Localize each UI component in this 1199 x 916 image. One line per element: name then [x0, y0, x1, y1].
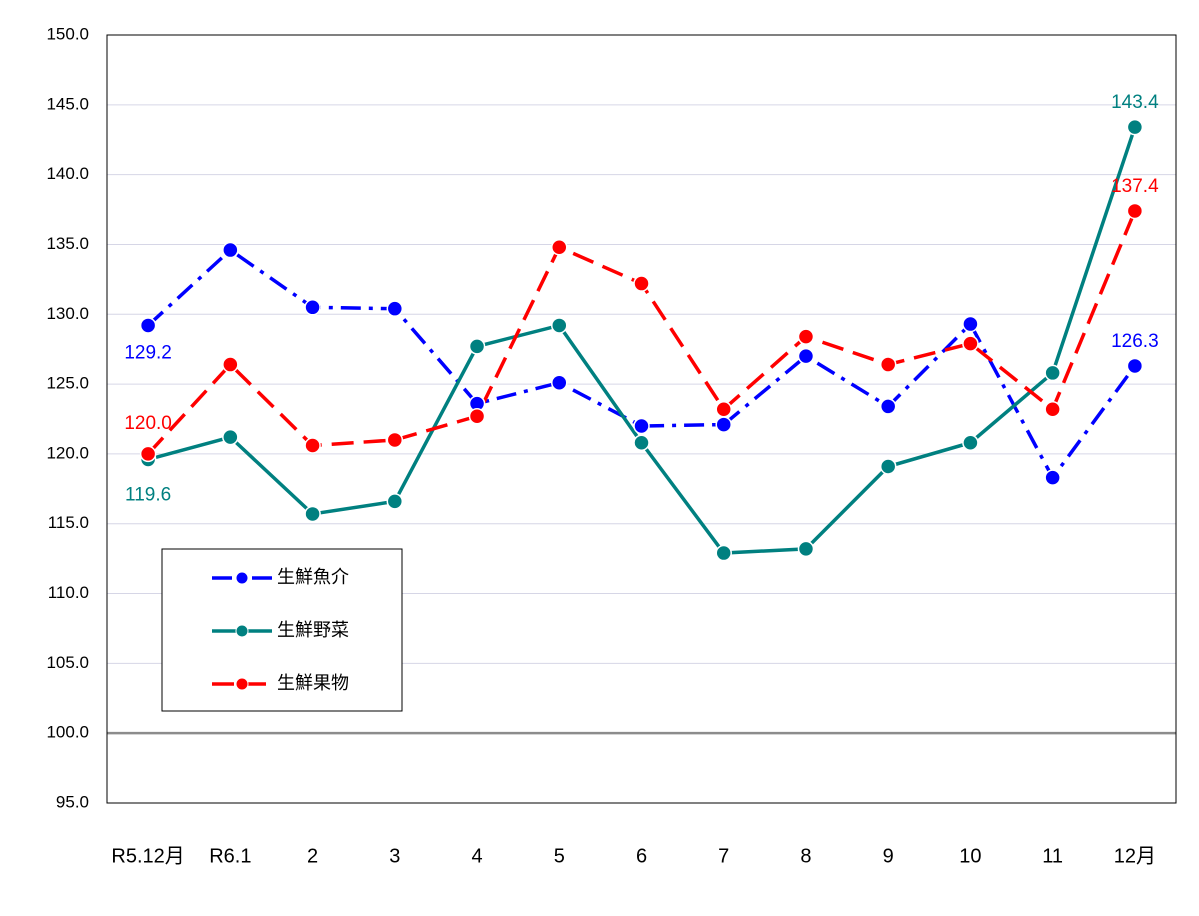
- y-tick-label: 150.0: [46, 24, 89, 43]
- data-point: [962, 434, 979, 451]
- data-point: [715, 416, 732, 433]
- data-point: [1126, 118, 1144, 136]
- data-label: 137.4: [1111, 176, 1159, 197]
- data-point: [386, 431, 404, 449]
- data-point: [1126, 202, 1144, 220]
- x-tick-label: R6.1: [209, 845, 251, 867]
- data-point: [139, 445, 157, 463]
- x-tick-label: 12月: [1114, 845, 1156, 867]
- series-line: [146, 210, 1137, 456]
- y-tick-label: 145.0: [46, 94, 89, 113]
- data-point: [551, 317, 568, 334]
- x-tick-label: 9: [883, 845, 894, 867]
- data-point: [139, 317, 157, 334]
- data-point: [551, 374, 568, 391]
- legend-marker: [235, 624, 249, 638]
- data-label: 120.0: [124, 413, 172, 434]
- data-point: [1044, 364, 1061, 382]
- data-label: 143.4: [1111, 92, 1159, 113]
- x-tick-label: 11: [1042, 845, 1063, 867]
- y-tick-label: 100.0: [46, 723, 89, 742]
- x-tick-label: 8: [800, 845, 811, 867]
- data-point: [715, 400, 732, 418]
- data-point: [386, 493, 404, 510]
- data-point: [633, 417, 650, 435]
- data-point: [797, 328, 815, 345]
- data-point: [633, 434, 650, 451]
- x-tick-label: R5.12月: [111, 845, 184, 867]
- legend-box: [161, 548, 403, 712]
- data-point: [633, 275, 650, 292]
- data-point: [304, 437, 321, 454]
- data-point: [468, 338, 486, 355]
- data-point: [222, 356, 239, 373]
- y-tick-label: 95.0: [56, 792, 89, 811]
- data-label: 129.2: [124, 342, 172, 363]
- x-tick-label: 2: [307, 845, 318, 867]
- legend-label: 生鮮魚介: [277, 567, 349, 587]
- y-tick-label: 125.0: [46, 374, 89, 393]
- y-tick-label: 110.0: [48, 583, 89, 602]
- data-point: [962, 335, 979, 352]
- data-point: [879, 356, 897, 373]
- legend-marker: [235, 571, 249, 585]
- x-tick-label: 4: [471, 845, 482, 867]
- legend-marker: [235, 677, 249, 691]
- data-point: [715, 544, 732, 562]
- data-point: [468, 407, 486, 425]
- plot-frame: [106, 34, 1177, 804]
- data-point: [304, 505, 321, 523]
- data-point: [797, 540, 815, 558]
- data-label: 126.3: [1111, 331, 1159, 352]
- y-tick-label: 115.0: [48, 513, 89, 532]
- data-point: [1044, 400, 1061, 418]
- y-tick-label: 130.0: [46, 304, 89, 323]
- y-tick-label: 140.0: [46, 164, 89, 183]
- y-tick-label: 105.0: [46, 653, 89, 672]
- y-tick-label: 120.0: [46, 443, 89, 462]
- data-point: [551, 238, 568, 256]
- legend-label: 生鮮野菜: [277, 620, 349, 640]
- data-point: [879, 398, 897, 415]
- x-tick-label: 5: [554, 845, 565, 867]
- x-tick-label: 10: [959, 845, 981, 867]
- data-point: [304, 299, 321, 316]
- data-label: 119.6: [125, 485, 171, 506]
- y-tick-label: 135.0: [46, 234, 89, 253]
- series-line: [147, 126, 1137, 555]
- x-tick-label: 3: [389, 845, 400, 867]
- data-point: [879, 458, 897, 475]
- data-point: [962, 315, 979, 333]
- data-point: [1126, 357, 1144, 375]
- data-point: [386, 300, 404, 317]
- legend-label: 生鮮果物: [277, 673, 349, 693]
- x-tick-label: 7: [718, 845, 729, 867]
- data-point: [797, 347, 815, 365]
- data-point: [222, 241, 239, 259]
- data-point: [1044, 469, 1061, 486]
- x-tick-label: 6: [636, 845, 647, 867]
- data-point: [222, 428, 239, 446]
